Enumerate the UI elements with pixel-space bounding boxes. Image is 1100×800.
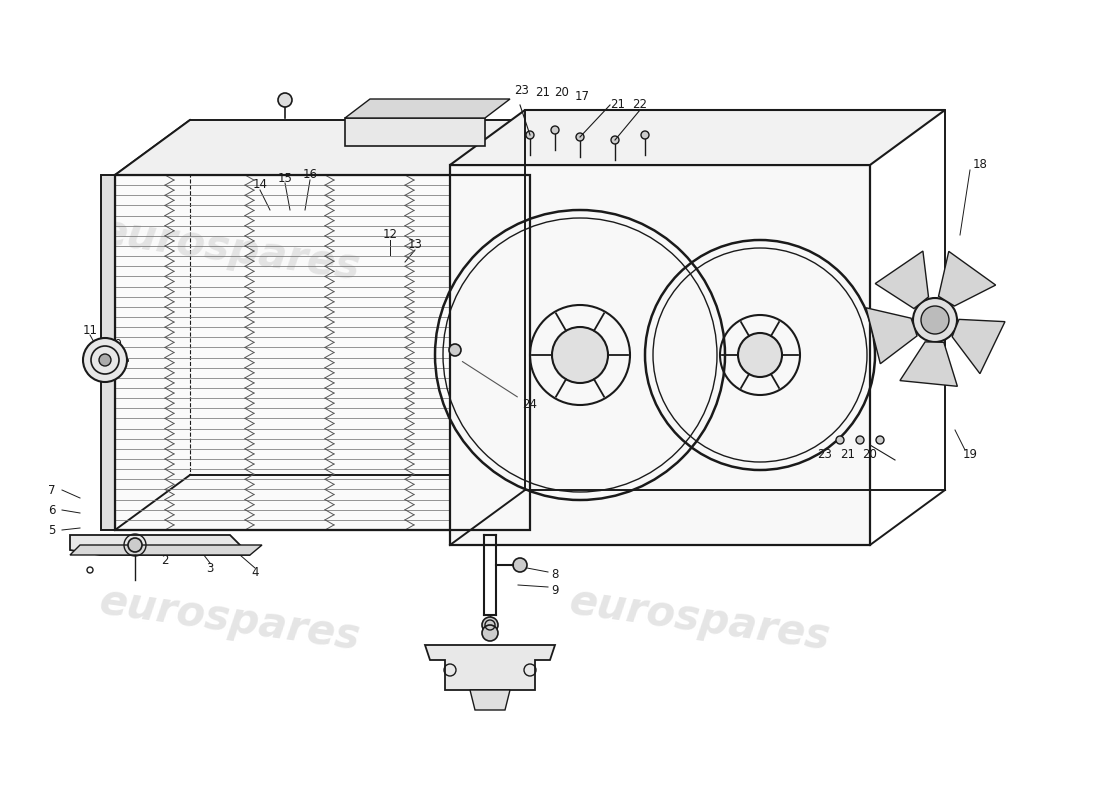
- Text: 23: 23: [515, 83, 529, 97]
- Polygon shape: [866, 308, 917, 364]
- Text: 20: 20: [862, 449, 878, 462]
- Polygon shape: [101, 175, 116, 530]
- Text: 3: 3: [456, 654, 464, 666]
- Text: 21: 21: [840, 449, 856, 462]
- Text: 2: 2: [162, 554, 168, 566]
- Circle shape: [921, 306, 949, 334]
- Circle shape: [913, 298, 957, 342]
- Text: eurospares: eurospares: [566, 211, 833, 289]
- Text: 19: 19: [962, 449, 978, 462]
- Text: 22: 22: [632, 98, 648, 111]
- Text: 24: 24: [462, 362, 538, 411]
- Circle shape: [526, 131, 534, 139]
- Text: 16: 16: [302, 169, 318, 182]
- Polygon shape: [900, 342, 957, 386]
- Polygon shape: [450, 110, 945, 165]
- Text: 21: 21: [536, 86, 550, 99]
- Polygon shape: [876, 251, 928, 309]
- Text: 21: 21: [610, 98, 626, 111]
- Text: eurospares: eurospares: [97, 581, 363, 659]
- Text: 9: 9: [551, 583, 559, 597]
- Text: 12: 12: [383, 229, 397, 242]
- Circle shape: [738, 333, 782, 377]
- Text: 18: 18: [972, 158, 988, 171]
- Circle shape: [513, 558, 527, 572]
- Text: 8: 8: [551, 569, 559, 582]
- Text: 5: 5: [48, 523, 56, 537]
- Text: 20: 20: [554, 86, 570, 99]
- Polygon shape: [938, 251, 996, 306]
- Circle shape: [278, 93, 292, 107]
- Circle shape: [610, 136, 619, 144]
- Polygon shape: [70, 545, 262, 555]
- Polygon shape: [470, 690, 510, 710]
- Text: eurospares: eurospares: [566, 581, 833, 659]
- Text: 6: 6: [48, 503, 56, 517]
- Circle shape: [482, 617, 498, 633]
- Text: 1: 1: [486, 698, 494, 711]
- Text: 3: 3: [207, 562, 213, 574]
- Polygon shape: [116, 120, 605, 175]
- Text: 11: 11: [82, 323, 98, 337]
- Circle shape: [551, 126, 559, 134]
- Polygon shape: [70, 535, 250, 555]
- Text: eurospares: eurospares: [97, 211, 363, 289]
- Circle shape: [552, 327, 608, 383]
- Circle shape: [449, 344, 461, 356]
- Polygon shape: [953, 319, 1005, 374]
- Polygon shape: [530, 120, 605, 530]
- Text: 14: 14: [253, 178, 267, 191]
- Circle shape: [482, 625, 498, 641]
- Circle shape: [641, 131, 649, 139]
- Circle shape: [82, 338, 126, 382]
- Text: 13: 13: [408, 238, 422, 251]
- Circle shape: [836, 436, 844, 444]
- Circle shape: [128, 538, 142, 552]
- Text: 17: 17: [574, 90, 590, 103]
- Polygon shape: [345, 99, 510, 118]
- Polygon shape: [450, 165, 870, 545]
- Text: 10: 10: [108, 338, 122, 351]
- Text: 23: 23: [817, 449, 833, 462]
- Circle shape: [876, 436, 884, 444]
- Circle shape: [576, 133, 584, 141]
- Text: 7: 7: [48, 483, 56, 497]
- Text: 15: 15: [277, 171, 293, 185]
- Text: 23: 23: [601, 114, 615, 126]
- Circle shape: [856, 436, 864, 444]
- Polygon shape: [425, 645, 556, 690]
- Circle shape: [99, 354, 111, 366]
- Polygon shape: [116, 175, 530, 530]
- Polygon shape: [345, 118, 485, 146]
- Text: 4: 4: [251, 566, 258, 579]
